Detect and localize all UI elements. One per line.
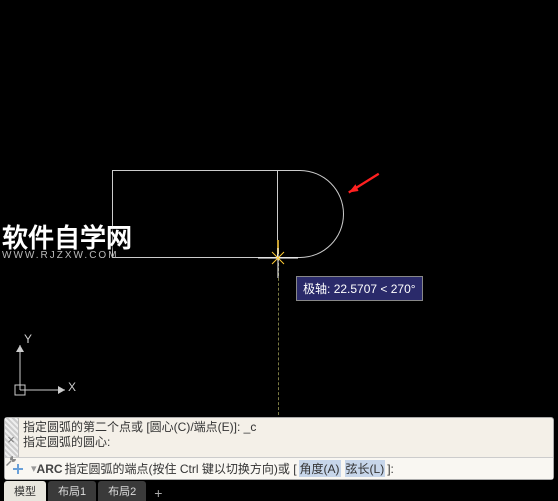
watermark-url: WWW.RJZXW.COM [2, 250, 119, 261]
polar-tracking-line [278, 258, 279, 415]
tab-add-button[interactable]: + [148, 485, 168, 501]
rectangle-shape [112, 170, 278, 258]
tab-layout2[interactable]: 布局2 [98, 481, 146, 501]
panel-side-icons: × [3, 432, 21, 470]
wrench-icon[interactable] [3, 454, 19, 470]
command-input-text[interactable]: ARC 指定圆弧的端点(按住 Ctrl 键以切换方向)或 [角度(A) 弦长(L… [37, 460, 553, 477]
command-history: 指定圆弧的第二个点或 [圆心(C)/端点(E)]: _c 指定圆弧的圆心: [5, 418, 553, 457]
polar-tooltip: 极轴: 22.5707 < 270° [296, 276, 423, 301]
command-panel: 指定圆弧的第二个点或 [圆心(C)/端点(E)]: _c 指定圆弧的圆心: ▾ … [4, 417, 554, 480]
command-input-row[interactable]: ▾ ARC 指定圆弧的端点(按住 Ctrl 键以切换方向)或 [角度(A) 弦长… [5, 457, 553, 479]
red-arrow-annotation [330, 170, 390, 200]
layout-tabs: 模型 布局1 布局2 + [4, 482, 168, 501]
ucs-x-label: X [68, 380, 76, 394]
command-option-angle[interactable]: 角度(A) [299, 460, 341, 477]
tab-model[interactable]: 模型 [4, 481, 46, 501]
tooltip-label: 极轴: [303, 282, 330, 296]
command-history-text: 指定圆弧的第二个点或 [圆心(C)/端点(E)]: _c 指定圆弧的圆心: [19, 418, 553, 457]
command-prompt-suffix: ]: [387, 462, 394, 476]
command-prompt-text: 指定圆弧的端点(按住 Ctrl 键以切换方向)或 [ [65, 460, 297, 477]
drawing-canvas[interactable]: 软件自学网 WWW.RJZXW.COM 极轴: 22.5707 < 270° X… [0, 0, 558, 415]
tracking-tick [277, 240, 279, 254]
ucs-y-label: Y [24, 332, 32, 346]
command-name: ARC [37, 462, 63, 476]
close-icon[interactable]: × [3, 432, 19, 448]
tooltip-value: 22.5707 < 270° [334, 282, 416, 296]
tab-layout1[interactable]: 布局1 [48, 481, 96, 501]
command-option-chord[interactable]: 弦长(L) [345, 460, 386, 477]
